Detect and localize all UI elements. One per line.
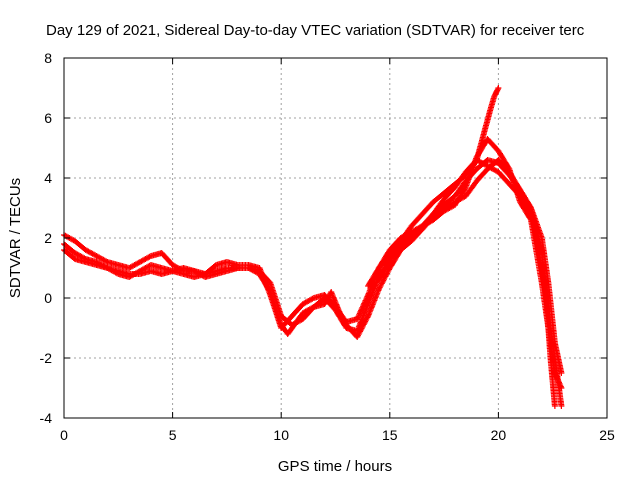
y-tick-label: 2 [44, 230, 52, 246]
data-points [61, 85, 565, 409]
series-markers [365, 157, 558, 409]
y-tick-label: -4 [40, 410, 53, 426]
series-markers [61, 157, 565, 376]
chart-title: Day 129 of 2021, Sidereal Day-to-day VTE… [46, 22, 585, 39]
x-tick-label: 0 [60, 427, 68, 443]
x-tick-label: 20 [491, 427, 507, 443]
y-tick-label: -2 [40, 350, 53, 366]
x-tick-label: 5 [169, 427, 177, 443]
x-tick-label: 15 [382, 427, 398, 443]
x-tick-label: 25 [599, 427, 615, 443]
series-markers [61, 157, 565, 409]
y-tick-label: 6 [44, 110, 52, 126]
y-tick-label: 4 [44, 170, 52, 186]
series-track-e [365, 157, 558, 409]
series-markers [61, 136, 565, 391]
grid [64, 58, 607, 418]
series-markers [375, 85, 502, 283]
series-track-a [61, 157, 565, 376]
x-tick-label: 10 [273, 427, 289, 443]
y-axis-label: SDTVAR / TECUs [7, 178, 24, 298]
y-tick-label: 8 [44, 50, 52, 66]
y-tick-label: 0 [44, 290, 52, 306]
series-track-c [61, 157, 565, 409]
axis-ticks: 0 5 10 15 20 25 -4 -2 0 2 4 6 8 [40, 50, 615, 443]
x-axis-label: GPS time / hours [278, 458, 392, 475]
series-track-d [375, 85, 502, 283]
series-track-b [61, 136, 565, 391]
